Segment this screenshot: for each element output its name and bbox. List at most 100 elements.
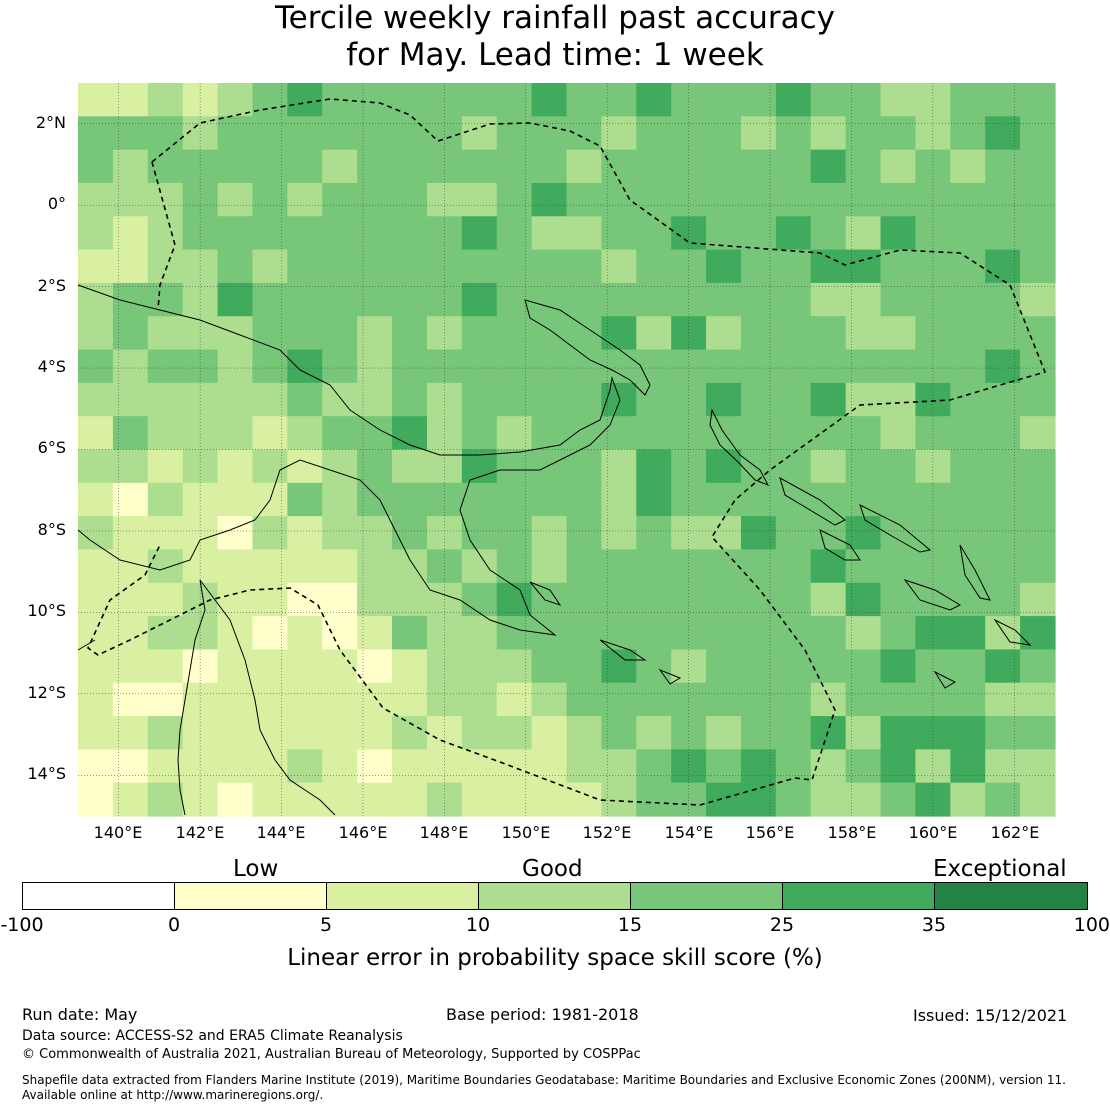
skill-cell	[461, 83, 498, 117]
lon-label-152e: 152°E	[582, 823, 632, 842]
skill-cell	[426, 416, 463, 451]
run-date: Run date: May	[22, 1005, 138, 1024]
skill-cell	[147, 316, 184, 351]
skill-cell	[147, 616, 184, 651]
skill-cell	[740, 216, 777, 251]
skill-cell	[1020, 149, 1056, 184]
skill-cell	[461, 616, 498, 651]
skill-cell	[252, 182, 288, 217]
map-title-line-1: Tercile weekly rainfall past accuracy	[275, 0, 835, 36]
skill-cell	[252, 316, 288, 351]
skill-cell	[601, 549, 637, 584]
skill-cell	[496, 782, 533, 817]
skill-cell	[531, 449, 568, 484]
skill-cell	[845, 749, 882, 784]
skill-cell	[775, 549, 812, 584]
skill-cell	[252, 582, 288, 617]
skill-cell	[845, 582, 882, 617]
skill-cell	[845, 482, 882, 517]
skill-cell	[671, 416, 707, 451]
skill-cell	[845, 716, 882, 750]
skill-cell	[985, 649, 1021, 684]
skill-cell	[147, 649, 184, 684]
skill-cell	[287, 382, 323, 417]
skill-cell	[740, 749, 777, 784]
skill-cell	[810, 449, 847, 484]
skill-cell	[915, 416, 951, 451]
skill-cell	[671, 516, 707, 551]
skill-cell	[985, 83, 1021, 117]
skill-cell	[985, 749, 1021, 784]
skill-cell	[182, 216, 219, 251]
skill-cell	[182, 482, 219, 517]
skill-cell	[217, 282, 254, 317]
skill-cell	[531, 182, 568, 217]
skill-cell	[915, 782, 951, 817]
skill-cell	[706, 182, 742, 217]
lat-label-12s: 12°S	[27, 683, 66, 702]
skill-cell	[112, 382, 149, 417]
skill-cell	[78, 349, 114, 384]
skill-cell	[357, 382, 393, 417]
skill-cell	[1020, 716, 1056, 750]
skill-cell	[810, 716, 847, 750]
skill-cell	[182, 316, 219, 351]
skill-cell	[78, 482, 114, 517]
lon-label-154e: 154°E	[664, 823, 714, 842]
skill-cell	[950, 282, 986, 317]
skill-cell	[252, 349, 288, 384]
skill-cell	[880, 216, 917, 251]
lon-label-162e: 162°E	[990, 823, 1040, 842]
lat-label-0: 0°	[47, 194, 66, 213]
skill-cell	[496, 749, 533, 784]
skill-cell	[461, 716, 498, 750]
skill-cell	[531, 482, 568, 517]
skill-cell	[531, 249, 568, 284]
skill-cell	[706, 349, 742, 384]
skill-cell	[322, 516, 358, 551]
skill-cell	[845, 616, 882, 651]
skill-cell	[322, 149, 358, 184]
skill-cell	[78, 649, 114, 684]
skill-cell	[78, 316, 114, 351]
skill-cell	[252, 249, 288, 284]
skill-cell	[531, 216, 568, 251]
skill-cell	[182, 249, 219, 284]
skill-cell	[252, 649, 288, 684]
skill-cell	[740, 382, 777, 417]
skill-cell	[287, 716, 323, 750]
skill-cell	[461, 682, 498, 717]
skill-cell	[287, 182, 323, 217]
lon-label-150e: 150°E	[501, 823, 551, 842]
skill-cell	[496, 216, 533, 251]
skill-cell	[845, 382, 882, 417]
skill-cell	[845, 316, 882, 351]
skill-cell	[78, 149, 114, 184]
skill-cell	[915, 249, 951, 284]
skill-cell	[740, 116, 777, 151]
skill-cell	[531, 649, 568, 684]
skill-cell	[287, 616, 323, 651]
skill-cell	[845, 782, 882, 817]
skill-cell	[322, 216, 358, 251]
skill-cell	[740, 149, 777, 184]
skill-cell	[357, 549, 393, 584]
skill-cell	[810, 249, 847, 284]
skill-cell	[392, 716, 428, 750]
skill-cell	[531, 616, 568, 651]
skill-cell	[112, 482, 149, 517]
skill-cell	[845, 182, 882, 217]
skill-cell	[182, 549, 219, 584]
skill-cell	[322, 649, 358, 684]
skill-cell	[147, 749, 184, 784]
skill-cell	[426, 182, 463, 217]
skill-cell	[950, 616, 986, 651]
skill-cell	[461, 316, 498, 351]
skill-cell	[706, 449, 742, 484]
skill-cell	[950, 449, 986, 484]
skill-cell	[601, 349, 637, 384]
skill-cell	[915, 516, 951, 551]
skill-cell	[671, 482, 707, 517]
skill-cell	[182, 282, 219, 317]
skill-cell	[706, 616, 742, 651]
